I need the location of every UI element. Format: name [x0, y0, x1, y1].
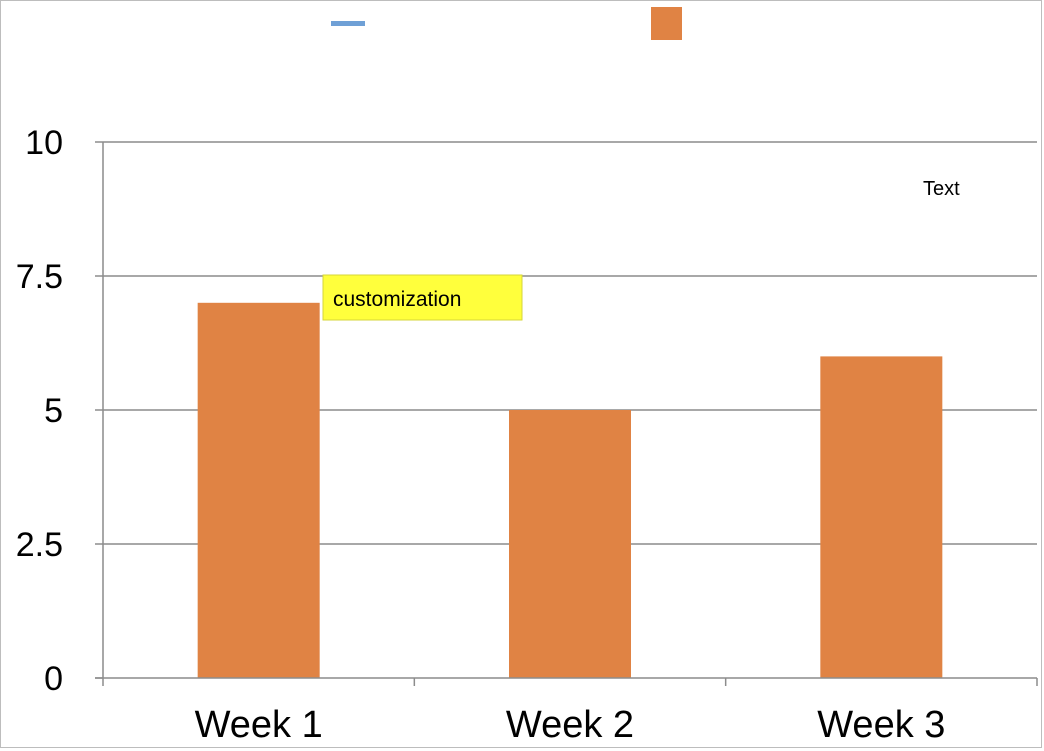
- y-tick-label: 2.5: [16, 526, 63, 564]
- y-tick-label: 5: [44, 392, 63, 430]
- y-tick-label: 7.5: [16, 258, 63, 296]
- annotations: customization Text: [322, 178, 960, 321]
- bars: [197, 302, 943, 678]
- x-axis-labels: Week 1 Week 2 Week 3: [195, 704, 946, 746]
- bar: [197, 302, 320, 678]
- legend: [331, 7, 682, 40]
- annotation-customization: customization: [333, 288, 461, 311]
- y-tick-label: 0: [44, 660, 63, 698]
- y-axis-ticks: 0 2.5 5 7.5 10: [16, 124, 63, 698]
- y-tick-label: 10: [25, 124, 63, 162]
- annotation-text: Text: [923, 178, 960, 200]
- x-tick-label: Week 1: [195, 704, 323, 746]
- x-tick-label: Week 3: [817, 704, 945, 746]
- legend-square-marker: [651, 7, 682, 40]
- bar: [820, 356, 943, 678]
- x-tick-label: Week 2: [506, 704, 634, 746]
- x-axis: [95, 141, 1038, 686]
- legend-line-marker: [331, 21, 365, 26]
- bar: [509, 410, 631, 678]
- annotation-box: [322, 274, 523, 321]
